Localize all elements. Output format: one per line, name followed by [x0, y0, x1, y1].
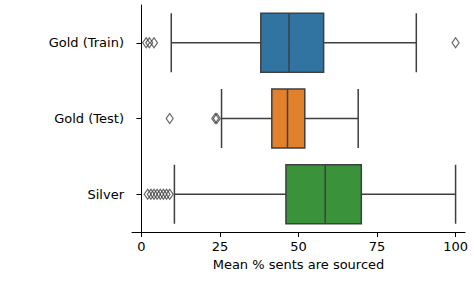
svg-text:100: 100	[443, 239, 468, 254]
svg-text:Gold (Test): Gold (Test)	[54, 111, 124, 126]
svg-text:50: 50	[290, 239, 307, 254]
svg-text:0: 0	[137, 239, 145, 254]
svg-text:25: 25	[212, 239, 229, 254]
svg-text:Silver: Silver	[87, 187, 124, 202]
svg-text:75: 75	[369, 239, 386, 254]
svg-text:Mean % sents are sourced: Mean % sents are sourced	[213, 257, 385, 272]
svg-text:Gold (Train): Gold (Train)	[49, 35, 124, 50]
